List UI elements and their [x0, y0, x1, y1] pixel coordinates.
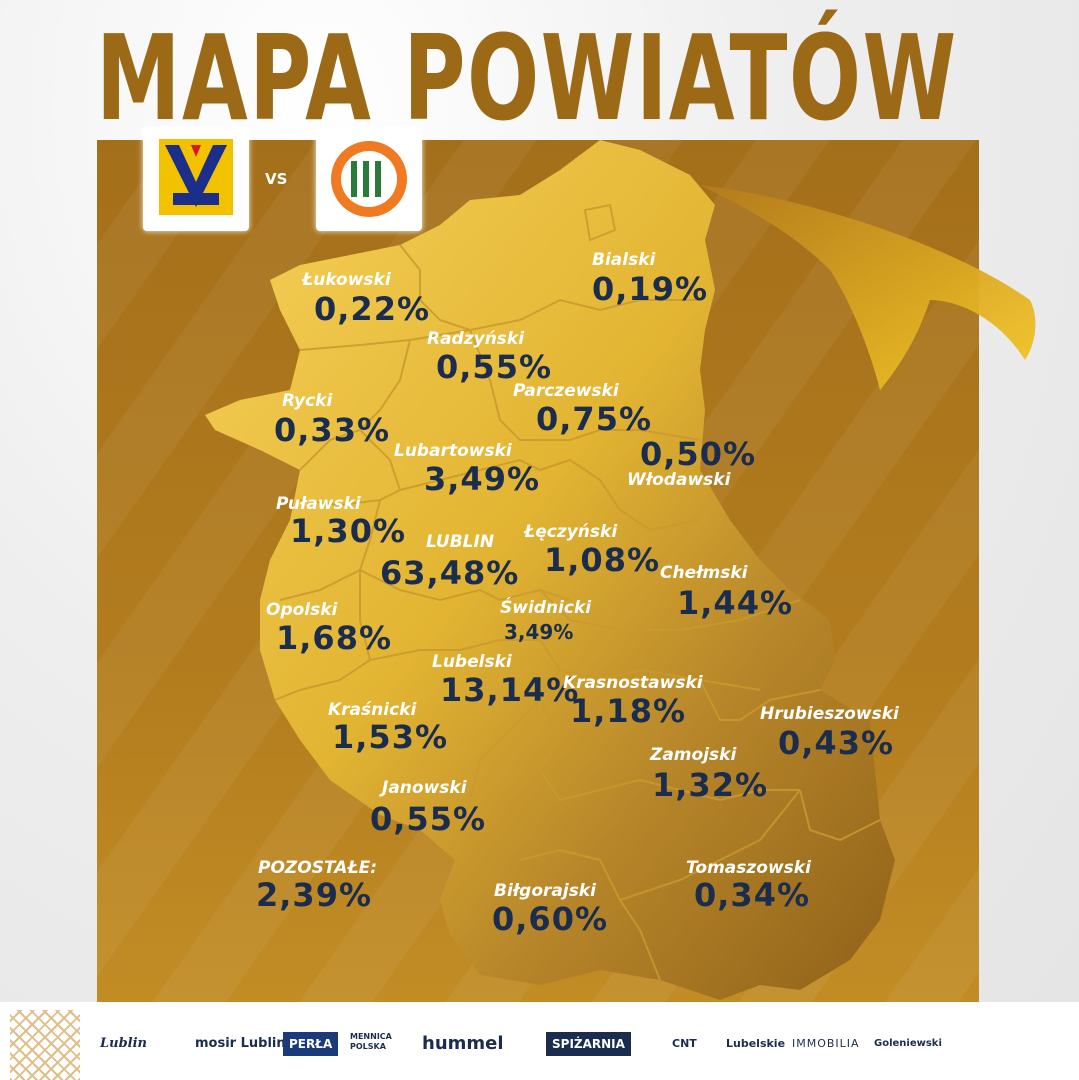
sponsor-hummel: hummel	[422, 1033, 504, 1054]
sponsor-goleniewski: Goleniewski	[874, 1038, 942, 1049]
district-share-swidnicki: 3,49%	[504, 620, 574, 644]
district-name-radzynski: Radzyński	[427, 329, 525, 349]
district-name-tomaszowski: Tomaszowski	[686, 858, 811, 878]
home-team-logo	[143, 127, 249, 231]
district-share-lubartowski: 3,49%	[424, 460, 541, 498]
district-share-parczewski: 0,75%	[536, 400, 653, 438]
district-share-bialski: 0,19%	[592, 270, 709, 308]
others-label: POZOSTAŁE:	[258, 858, 377, 878]
hatch-decor	[10, 1010, 80, 1080]
district-share-krasnostawski: 1,18%	[570, 692, 687, 730]
sponsor-mennica: MENNICA POLSKA	[350, 1032, 392, 1051]
district-name-krasnicki: Kraśnicki	[328, 700, 417, 720]
district-name-parczewski: Parczewski	[513, 381, 619, 401]
away-team-logo	[316, 127, 422, 231]
district-share-tomaszowski: 0,34%	[694, 876, 811, 914]
district-share-krasnicki: 1,53%	[332, 718, 449, 756]
district-share-lubelski: 13,14%	[440, 671, 580, 709]
motor-crest-icon	[159, 139, 233, 215]
district-name-swidnicki: Świdnicki	[500, 598, 592, 618]
district-name-pulawski: Puławski	[276, 494, 361, 514]
decor-arc	[700, 185, 1036, 390]
zaglebie-crest-icon	[331, 141, 407, 217]
district-share-janowski: 0,55%	[370, 800, 487, 838]
district-share-wlodawski: 0,50%	[640, 435, 757, 473]
district-name-rycki: Rycki	[282, 391, 333, 411]
sponsor-immobilia: IMMOBILIA	[792, 1037, 860, 1050]
district-name-bialski: Bialski	[592, 250, 656, 270]
district-name-wlodawski: Włodawski	[627, 470, 731, 490]
district-name-krasnostawski: Krasnostawski	[563, 673, 703, 693]
district-name-leczynski: Łęczyński	[524, 522, 618, 542]
others-share: 2,39%	[256, 876, 373, 914]
vs-label: VS	[265, 170, 288, 188]
district-borders	[274, 203, 881, 981]
district-name-lubartowski: Lubartowski	[394, 441, 512, 461]
sponsor-perla: PERŁA	[283, 1032, 339, 1056]
region-outline	[205, 140, 895, 1000]
district-name-janowski: Janowski	[382, 778, 467, 798]
district-name-lubelski: Lubelski	[432, 652, 512, 672]
sponsor-lublin: Lublin	[100, 1036, 148, 1051]
district-share-pulawski: 1,30%	[290, 512, 407, 550]
district-share-lublin: 63,48%	[380, 554, 520, 592]
district-name-chelmski: Chełmski	[660, 563, 748, 583]
district-share-rycki: 0,33%	[274, 411, 391, 449]
sponsor-lubelskie: Lubelskie	[726, 1037, 786, 1050]
district-share-lukowski: 0,22%	[314, 290, 431, 328]
district-name-hrubieszowski: Hrubieszowski	[760, 704, 899, 724]
district-name-lublin: LUBLIN	[426, 532, 495, 552]
sponsor-mosir: mosir Lublin	[195, 1036, 286, 1051]
district-name-opolski: Opolski	[266, 600, 338, 620]
district-share-opolski: 1,68%	[276, 619, 393, 657]
district-share-radzynski: 0,55%	[436, 348, 553, 386]
sponsor-cnt: CNT	[672, 1037, 697, 1050]
sponsor-spizarnia: SPIŻARNIA	[546, 1032, 631, 1056]
district-share-hrubieszowski: 0,43%	[778, 724, 895, 762]
district-share-bilgorajski: 0,60%	[492, 900, 609, 938]
district-share-zamojski: 1,32%	[652, 766, 769, 804]
district-name-bilgorajski: Biłgorajski	[494, 881, 596, 901]
district-share-leczynski: 1,08%	[544, 541, 661, 579]
district-name-zamojski: Zamojski	[650, 745, 737, 765]
sponsor-bar	[0, 1002, 1079, 1080]
district-name-lukowski: Łukowski	[302, 270, 391, 290]
district-share-chelmski: 1,44%	[677, 584, 794, 622]
